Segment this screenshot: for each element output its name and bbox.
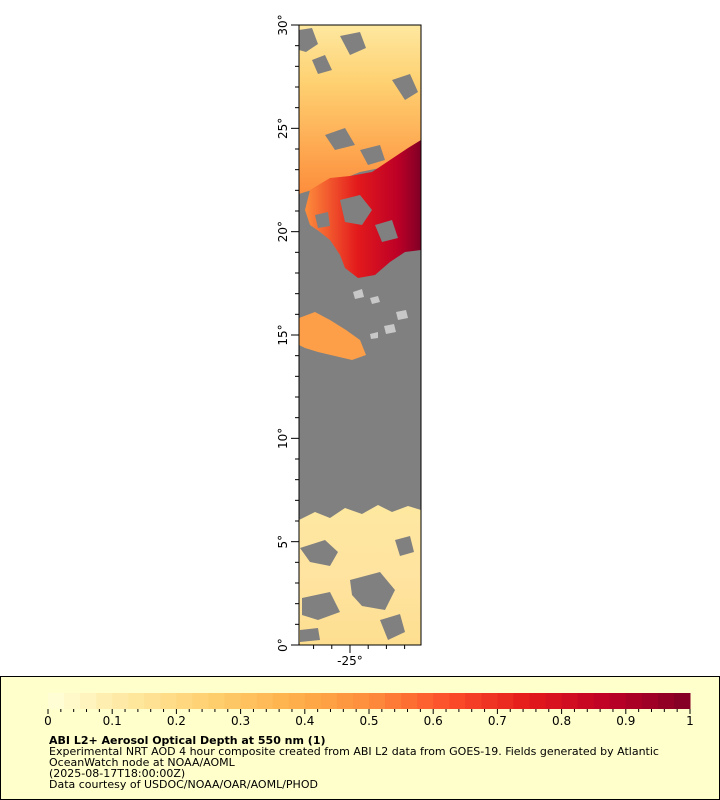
colorbar-cell (80, 693, 97, 709)
colorbar-tick-label: 0.9 (616, 714, 635, 728)
colorbar-cell (304, 693, 322, 709)
colorbar-cell (256, 693, 274, 709)
colorbar-cell (336, 693, 354, 709)
colorbar-cell (497, 693, 514, 709)
colorbar-cell (288, 693, 306, 709)
colorbar-cell (160, 693, 177, 709)
aod-colorbar: 0 0.1 0.2 0.3 0.4 0.5 0.6 0.7 0.8 0.9 1 (44, 693, 694, 728)
aod-gaps-north (299, 28, 418, 165)
colorbar-cell (272, 693, 290, 709)
colorbar-cell (593, 693, 611, 709)
colorbar-cell (529, 693, 547, 709)
colorbar-cell (224, 693, 242, 709)
colorbar-tick-label: 0.1 (103, 714, 122, 728)
colorbar-cell (128, 693, 145, 709)
longitude-axis: -25° (313, 645, 406, 668)
legend-timestamp: (2025-08-17T18:00:00Z) (49, 767, 186, 780)
colorbar-tick-label: 0.7 (488, 714, 507, 728)
colorbar-cell (369, 693, 386, 709)
colorbar-tick-label: 0.3 (231, 714, 250, 728)
colorbar-cell (417, 693, 434, 709)
colorbar-cell (433, 693, 450, 709)
lat-tick-label: 20° (276, 221, 290, 242)
colorbar-cell (385, 693, 402, 709)
colorbar-cell (112, 693, 129, 709)
colorbar-tick-label: 0.4 (295, 714, 314, 728)
legend-title: ABI L2+ Aerosol Optical Depth at 550 nm … (49, 734, 326, 747)
lat-tick-label: 5° (276, 535, 290, 549)
colorbar-cell (208, 693, 226, 709)
colorbar-cell (240, 693, 258, 709)
lat-tick-label: 15° (276, 324, 290, 345)
legend-description-continued: OceanWatch node at NOAA/AOML (49, 756, 235, 769)
aod-gaps-south (300, 536, 414, 642)
colorbar-cell (64, 693, 81, 709)
colorbar-cell (609, 693, 627, 709)
colorbar-cell (320, 693, 338, 709)
colorbar-cell (561, 693, 579, 709)
colorbar-cell (513, 693, 530, 709)
colorbar-cell (465, 693, 482, 709)
colorbar-tick-label: 0.8 (552, 714, 571, 728)
lat-tick-label: 30° (276, 14, 290, 35)
lat-tick-label: 10° (276, 428, 290, 449)
legend-description: Experimental NRT AOD 4 hour composite cr… (49, 745, 659, 758)
colorbar-ticks: 0 0.1 0.2 0.3 0.4 0.5 0.6 0.7 0.8 0.9 1 (44, 709, 694, 728)
aod-map: 0° 5° 10° 15° 20° 25° 30° -25° (276, 14, 422, 668)
colorbar-cell (176, 693, 193, 709)
colorbar-cell (352, 693, 370, 709)
legend-credit: Data courtesy of USDOC/NOAA/OAR/AOML/PHO… (49, 778, 318, 791)
aod-plume-15n (299, 312, 366, 360)
colorbar-cell (641, 693, 659, 709)
colorbar-cell (449, 693, 466, 709)
colorbar-cell (481, 693, 498, 709)
latitude-axis: 0° 5° 10° 15° 20° 25° 30° (276, 14, 299, 652)
colorbar-cell (577, 693, 595, 709)
colorbar-cell (545, 693, 563, 709)
colorbar-tick-label: 0.6 (424, 714, 443, 728)
colorbar-cell (657, 693, 675, 709)
colorbar-cell (625, 693, 643, 709)
clear-patches (353, 289, 408, 339)
aod-gaps-plume (315, 195, 398, 242)
legend-panel: 0 0.1 0.2 0.3 0.4 0.5 0.6 0.7 0.8 0.9 1 ABI L2+ Ae… (0, 676, 720, 800)
colorbar-tick-label: 1 (686, 714, 694, 728)
colorbar-cells (48, 693, 691, 709)
colorbar-tick-label: 0.5 (359, 714, 378, 728)
colorbar-cell (192, 693, 209, 709)
colorbar-tick-label: 0.2 (167, 714, 186, 728)
colorbar-cell (673, 693, 691, 709)
lat-tick-label: 0° (276, 638, 290, 652)
lon-tick-label: -25° (337, 654, 363, 668)
colorbar-cell (401, 693, 418, 709)
colorbar-cell (48, 693, 65, 709)
colorbar-cell (144, 693, 161, 709)
lat-tick-label: 25° (276, 118, 290, 139)
colorbar-tick-label: 0 (44, 714, 52, 728)
colorbar-cell (96, 693, 113, 709)
